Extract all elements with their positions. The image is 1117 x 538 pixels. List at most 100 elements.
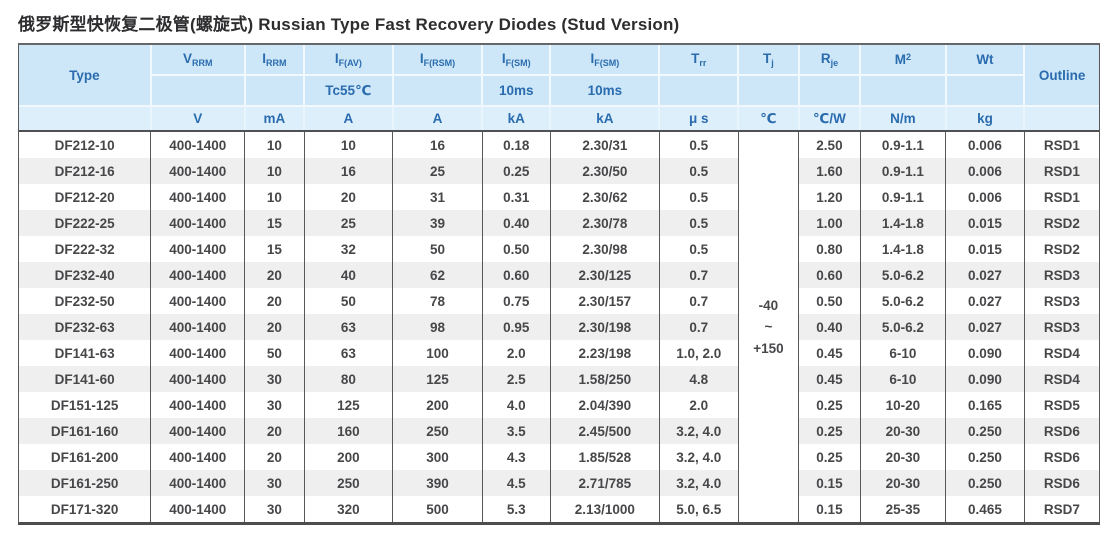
value-cell: 25: [392, 158, 483, 184]
header-condition-cell: [243, 74, 306, 107]
header-label: I: [262, 51, 267, 66]
value-cell: 6-10: [859, 366, 947, 392]
value-cell: RSD1: [1023, 131, 1099, 158]
header-label: T: [691, 51, 700, 66]
value-cell: 0.18: [481, 131, 551, 158]
value-cell: 2.04/390: [549, 392, 660, 418]
value-cell: 25: [303, 210, 394, 236]
value-cell: 0.50: [481, 236, 551, 262]
value-cell: 2.30/125: [549, 262, 660, 288]
column-header: IRRM: [243, 45, 306, 76]
header-label: Type: [69, 67, 100, 83]
value-cell: 0.25: [798, 418, 861, 444]
header-subscript: rr: [699, 58, 707, 68]
value-cell: 10: [244, 184, 305, 210]
unit-cell: mA: [243, 105, 306, 132]
value-cell: 125: [392, 366, 483, 392]
value-cell: 0.7: [658, 314, 739, 340]
value-cell: 0.090: [945, 366, 1025, 392]
value-cell: 98: [392, 314, 483, 340]
column-header: IF(RSM): [391, 45, 484, 76]
header-subscript: j: [771, 58, 774, 68]
value-cell: RSD7: [1023, 496, 1099, 522]
unit-cell: ℃: [737, 105, 800, 132]
value-cell: 1.85/528: [549, 444, 660, 470]
value-cell: 2.45/500: [549, 418, 660, 444]
type-cell: DF212-10: [19, 131, 152, 158]
value-cell: RSD6: [1023, 470, 1099, 496]
value-cell: 2.50: [798, 131, 861, 158]
value-cell: 30: [244, 392, 305, 418]
value-cell: 400-1400: [150, 496, 246, 522]
unit-cell: [1023, 105, 1099, 132]
type-cell: DF171-320: [19, 496, 152, 522]
value-cell: 390: [392, 470, 483, 496]
unit-cell: kA: [549, 105, 661, 132]
table-row: DF171-320 400-1400 30 320 500 5.3 2.13/1000 5.0…: [19, 496, 1099, 522]
value-cell: 2.30/157: [549, 288, 660, 314]
value-cell: 50: [303, 288, 394, 314]
type-cell: DF232-50: [19, 288, 152, 314]
value-cell: 250: [303, 470, 394, 496]
value-cell: 16: [303, 158, 394, 184]
table-row: DF232-63 400-1400 20 63 98 0.95 2.30/198 0.7 0.4…: [19, 314, 1099, 340]
column-header: Outline: [1023, 45, 1099, 107]
value-cell: 20-30: [859, 444, 947, 470]
value-cell: 50: [392, 236, 483, 262]
header-superscript: 2: [905, 52, 911, 62]
value-cell: 1.60: [798, 158, 861, 184]
type-cell: DF222-25: [19, 210, 152, 236]
value-cell: 20: [244, 314, 305, 340]
table-row: DF161-160 400-1400 20 160 250 3.5 2.45/500 3.2,…: [19, 418, 1099, 444]
value-cell: 400-1400: [150, 288, 246, 314]
header-subscript: F(SM): [594, 58, 620, 68]
value-cell: 0.60: [798, 262, 861, 288]
value-cell: 6-10: [859, 340, 947, 366]
value-cell: 0.40: [798, 314, 861, 340]
value-cell: 4.0: [481, 392, 551, 418]
value-cell: 400-1400: [150, 262, 246, 288]
header-condition-cell: 10ms: [481, 74, 552, 107]
value-cell: 0.40: [481, 210, 551, 236]
value-cell: 0.015: [945, 236, 1025, 262]
value-cell: 0.80: [798, 236, 861, 262]
value-cell: 0.090: [945, 340, 1025, 366]
value-cell: 200: [392, 392, 483, 418]
value-cell: RSD2: [1023, 236, 1099, 262]
header-condition-cell: [859, 74, 947, 107]
value-cell: 160: [303, 418, 394, 444]
value-cell: 0.95: [481, 314, 551, 340]
value-cell: RSD4: [1023, 366, 1099, 392]
value-cell: 0.75: [481, 288, 551, 314]
header-condition-cell: [797, 74, 862, 107]
value-cell: 0.9-1.1: [859, 131, 947, 158]
value-cell: 0.45: [798, 340, 861, 366]
table-row: DF212-16 400-1400 10 16 25 0.25 2.30/50 0.5 1.60…: [19, 158, 1099, 184]
value-cell: 0.50: [798, 288, 861, 314]
value-cell: 3.2, 4.0: [658, 470, 739, 496]
column-header: M2: [859, 45, 947, 76]
value-cell: 16: [392, 131, 483, 158]
value-cell: 2.30/50: [549, 158, 660, 184]
value-cell: 320: [303, 496, 394, 522]
value-cell: 400-1400: [150, 470, 246, 496]
value-cell: 0.15: [798, 470, 861, 496]
value-cell: 400-1400: [150, 366, 246, 392]
value-cell: 31: [392, 184, 483, 210]
value-cell: 400-1400: [150, 314, 246, 340]
unit-cell: A: [391, 105, 484, 132]
header-label: I: [501, 51, 506, 66]
value-cell: 20-30: [859, 470, 947, 496]
type-cell: DF161-160: [19, 418, 152, 444]
value-cell: 1.0, 2.0: [658, 340, 739, 366]
value-cell: 1.4-1.8: [859, 210, 947, 236]
value-cell: 15: [244, 210, 305, 236]
value-cell: 40: [303, 262, 394, 288]
value-cell: 50: [244, 340, 305, 366]
header-condition-cell: [150, 74, 246, 107]
value-cell: 2.13/1000: [549, 496, 660, 522]
value-cell: 300: [392, 444, 483, 470]
value-cell: 0.027: [945, 314, 1025, 340]
value-cell: 0.006: [945, 184, 1025, 210]
value-cell: 200: [303, 444, 394, 470]
